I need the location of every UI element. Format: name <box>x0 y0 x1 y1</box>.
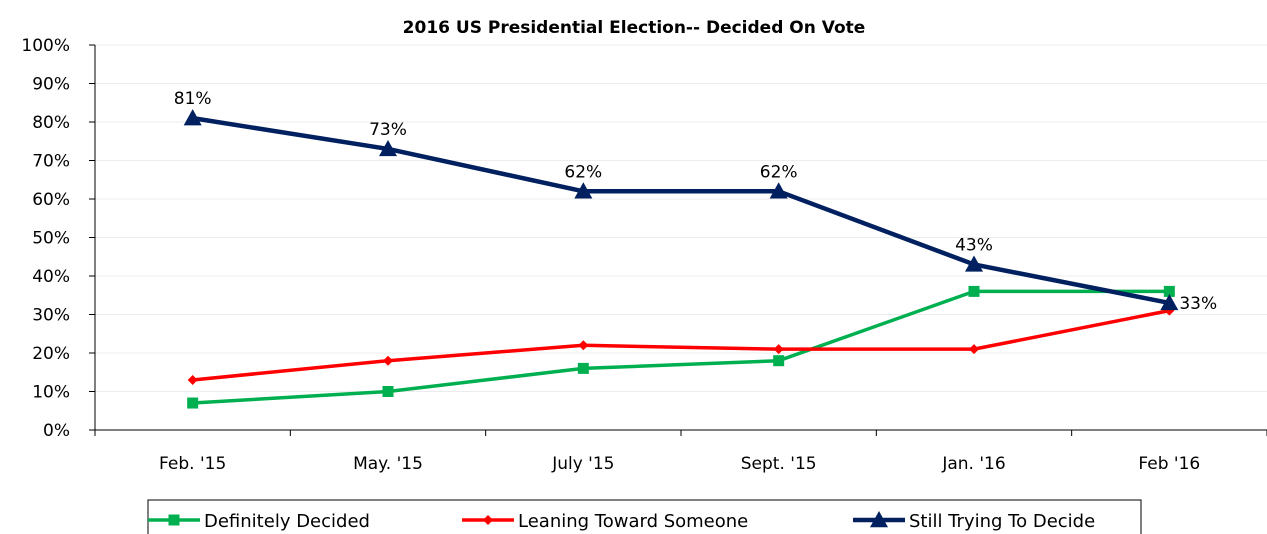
y-tick-label: 80% <box>32 113 70 133</box>
x-tick-label: May. '15 <box>353 454 423 474</box>
legend-swatch-marker <box>483 515 493 525</box>
data-point <box>1163 285 1175 297</box>
y-tick-label: 90% <box>32 75 70 95</box>
data-point <box>187 374 198 385</box>
chart-title: 2016 US Presidential Election-- Decided … <box>403 18 866 38</box>
series-line <box>192 289 1170 405</box>
legend-swatch-marker <box>168 514 180 526</box>
legend-item: Definitely Decided <box>148 511 370 532</box>
axes: 0% 10% 20% 30% 40% 50% 60% 70% 80% 90% 100% Feb. '1… <box>21 36 1267 474</box>
data-label: 62% <box>760 162 798 182</box>
legend-item: Still Trying To Decide <box>853 511 1095 532</box>
data-point <box>187 397 199 409</box>
legend-swatch-marker <box>870 511 888 528</box>
data-point <box>382 386 394 397</box>
y-tick-label: 40% <box>32 267 70 287</box>
legend: Definitely Decided Leaning Toward Someone… <box>147 499 1142 534</box>
legend-label: Definitely Decided <box>204 511 370 532</box>
y-tick-label: 20% <box>32 344 70 364</box>
y-tick-label: 100% <box>21 36 70 56</box>
legend-label: Still Trying To Decide <box>909 511 1095 532</box>
data-point <box>1160 293 1179 311</box>
data-point <box>968 285 980 297</box>
data-point <box>578 340 589 351</box>
y-tick-label: 50% <box>32 229 70 249</box>
data-point <box>769 182 788 199</box>
data-point <box>773 355 785 367</box>
y-tick-label: 0% <box>43 421 70 441</box>
series-line <box>192 115 1170 306</box>
data-point <box>183 109 202 126</box>
data-point <box>965 255 983 272</box>
y-tick-label: 70% <box>32 152 70 172</box>
data-point <box>574 182 593 199</box>
legend-item: Leaning Toward Someone <box>462 511 748 532</box>
y-tick-label: 10% <box>32 383 70 403</box>
x-tick-label: Feb '16 <box>1138 454 1200 474</box>
data-point <box>379 139 397 157</box>
series-group <box>183 109 1179 409</box>
data-label: 33% <box>1179 294 1217 314</box>
legend-box <box>147 499 1142 534</box>
data-point <box>773 344 784 355</box>
data-label: 73% <box>369 120 407 140</box>
x-tick-label: July '15 <box>551 454 614 474</box>
data-point <box>577 362 589 374</box>
series-line <box>192 308 1170 382</box>
x-tick-label: Jan. '16 <box>941 454 1005 474</box>
data-label: 62% <box>564 162 602 182</box>
data-point <box>383 355 393 366</box>
y-tick-label: 60% <box>32 190 70 210</box>
data-point <box>969 344 979 355</box>
y-tick-label: 30% <box>32 306 70 326</box>
data-label: 81% <box>174 89 212 109</box>
gridlines <box>95 44 1267 392</box>
x-tick-label: Sept. '15 <box>741 454 817 474</box>
data-labels: 81% 73% 62% 62% 43% 33% <box>174 89 1217 314</box>
data-label: 43% <box>955 235 993 255</box>
x-tick-label: Feb. '15 <box>159 454 226 474</box>
legend-label: Leaning Toward Someone <box>518 511 748 532</box>
